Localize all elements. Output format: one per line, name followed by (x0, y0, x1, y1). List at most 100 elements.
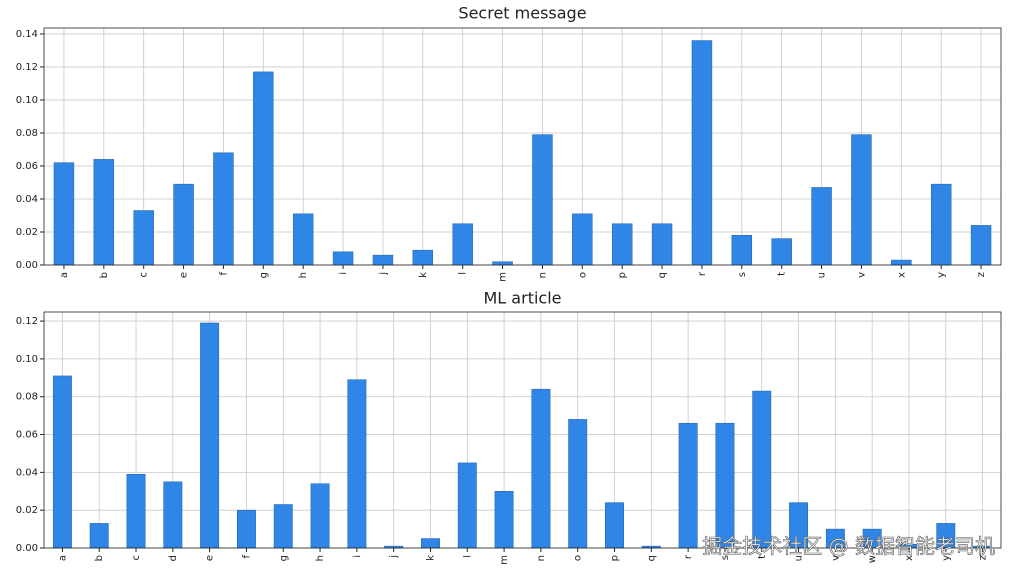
bar (372, 254, 394, 266)
x-tick-label: i (338, 272, 349, 275)
x-tick-label: z (978, 555, 989, 560)
x-tick-label: n (537, 272, 548, 278)
x-tick-label: y (936, 272, 947, 278)
bar (133, 210, 154, 266)
y-tick-label: 0.12 (16, 62, 38, 73)
x-tick-label: k (425, 555, 436, 561)
bar (213, 152, 234, 266)
y-tick-label: 0.14 (16, 29, 38, 40)
bar (771, 238, 792, 266)
x-tick-label: k (418, 272, 429, 278)
x-tick-label: u (817, 272, 828, 278)
x-tick-label: v (856, 272, 867, 278)
x-tick-label: x (896, 272, 907, 278)
bar (611, 223, 633, 266)
bar (731, 235, 753, 266)
bar (651, 223, 673, 266)
x-tick-label: q (657, 272, 668, 278)
x-tick-label: t (757, 555, 768, 559)
x-tick-label: v (830, 555, 841, 561)
x-tick-label: a (57, 555, 68, 561)
y-tick-label: 0.02 (16, 227, 38, 238)
y-tick-label: 0.00 (16, 260, 38, 271)
bar (452, 223, 473, 266)
bar (310, 483, 330, 549)
x-tick-label: e (205, 555, 216, 561)
x-tick-label: g (258, 272, 269, 278)
x-tick-label: f (218, 272, 229, 276)
bar (715, 422, 735, 549)
x-tick-label: s (720, 555, 731, 560)
bar (292, 213, 314, 266)
bar (332, 251, 354, 266)
bar (126, 474, 146, 549)
bar (891, 259, 912, 266)
bar (93, 159, 115, 266)
x-tick-label: r (697, 271, 708, 276)
bar (970, 225, 992, 266)
bar (273, 504, 293, 549)
x-tick-label: l (462, 555, 473, 558)
y-tick-label: 0.04 (16, 194, 38, 205)
bar (930, 183, 952, 266)
chart-title: Secret message (458, 4, 586, 23)
y-tick-label: 0.00 (16, 543, 38, 554)
bar (494, 491, 514, 549)
bar (678, 422, 698, 549)
x-tick-label: i (352, 555, 363, 558)
bar (752, 390, 772, 549)
y-tick-label: 0.12 (16, 316, 38, 327)
bar (253, 71, 274, 266)
x-tick-label: q (646, 555, 657, 561)
bar (691, 40, 713, 266)
x-tick-label: x (904, 555, 915, 561)
x-tick-label: c (139, 272, 150, 278)
x-tick-label: p (610, 555, 621, 561)
x-tick-label: y (941, 555, 952, 561)
bar (200, 322, 220, 549)
bar (347, 379, 367, 549)
x-tick-label: d (168, 555, 179, 561)
bar (568, 419, 588, 549)
x-tick-label: m (499, 555, 510, 565)
bar (52, 375, 72, 549)
x-tick-label: s (737, 272, 748, 277)
x-tick-label: l (458, 272, 469, 275)
x-tick-label: e (179, 272, 190, 278)
x-tick-label: n (536, 555, 547, 561)
bar (163, 481, 183, 549)
bar (851, 134, 872, 266)
bar (53, 162, 75, 266)
x-tick-label: w (867, 555, 878, 563)
y-tick-label: 0.10 (16, 354, 38, 365)
x-tick-label: c (131, 555, 142, 561)
x-tick-label: h (315, 555, 326, 561)
y-tick-label: 0.08 (16, 392, 38, 403)
x-tick-label: g (278, 555, 289, 561)
bar (492, 261, 513, 266)
x-tick-label: o (577, 272, 588, 278)
x-tick-label: a (59, 272, 70, 278)
y-tick-label: 0.06 (16, 430, 38, 441)
bar (89, 523, 109, 549)
watermark: 掘金技术社区 @ 数据智能老司机 (702, 534, 995, 558)
x-tick-label: f (241, 555, 252, 559)
plot-frame (43, 27, 1002, 266)
x-tick-label: j (389, 555, 400, 559)
x-tick-label: r (683, 554, 694, 559)
bar (412, 249, 434, 266)
bar (532, 134, 553, 266)
x-tick-label: h (298, 272, 309, 278)
x-tick-label: m (498, 272, 509, 282)
y-tick-label: 0.04 (16, 467, 38, 478)
x-tick-label: t (777, 272, 788, 276)
x-tick-label: j (378, 272, 389, 276)
x-tick-label: b (99, 272, 110, 278)
x-tick-label: u (794, 555, 805, 561)
chart-title: ML article (484, 289, 562, 308)
bar (811, 187, 832, 266)
plot-frame (43, 311, 1002, 549)
y-tick-label: 0.08 (16, 128, 38, 139)
y-tick-label: 0.06 (16, 161, 38, 172)
